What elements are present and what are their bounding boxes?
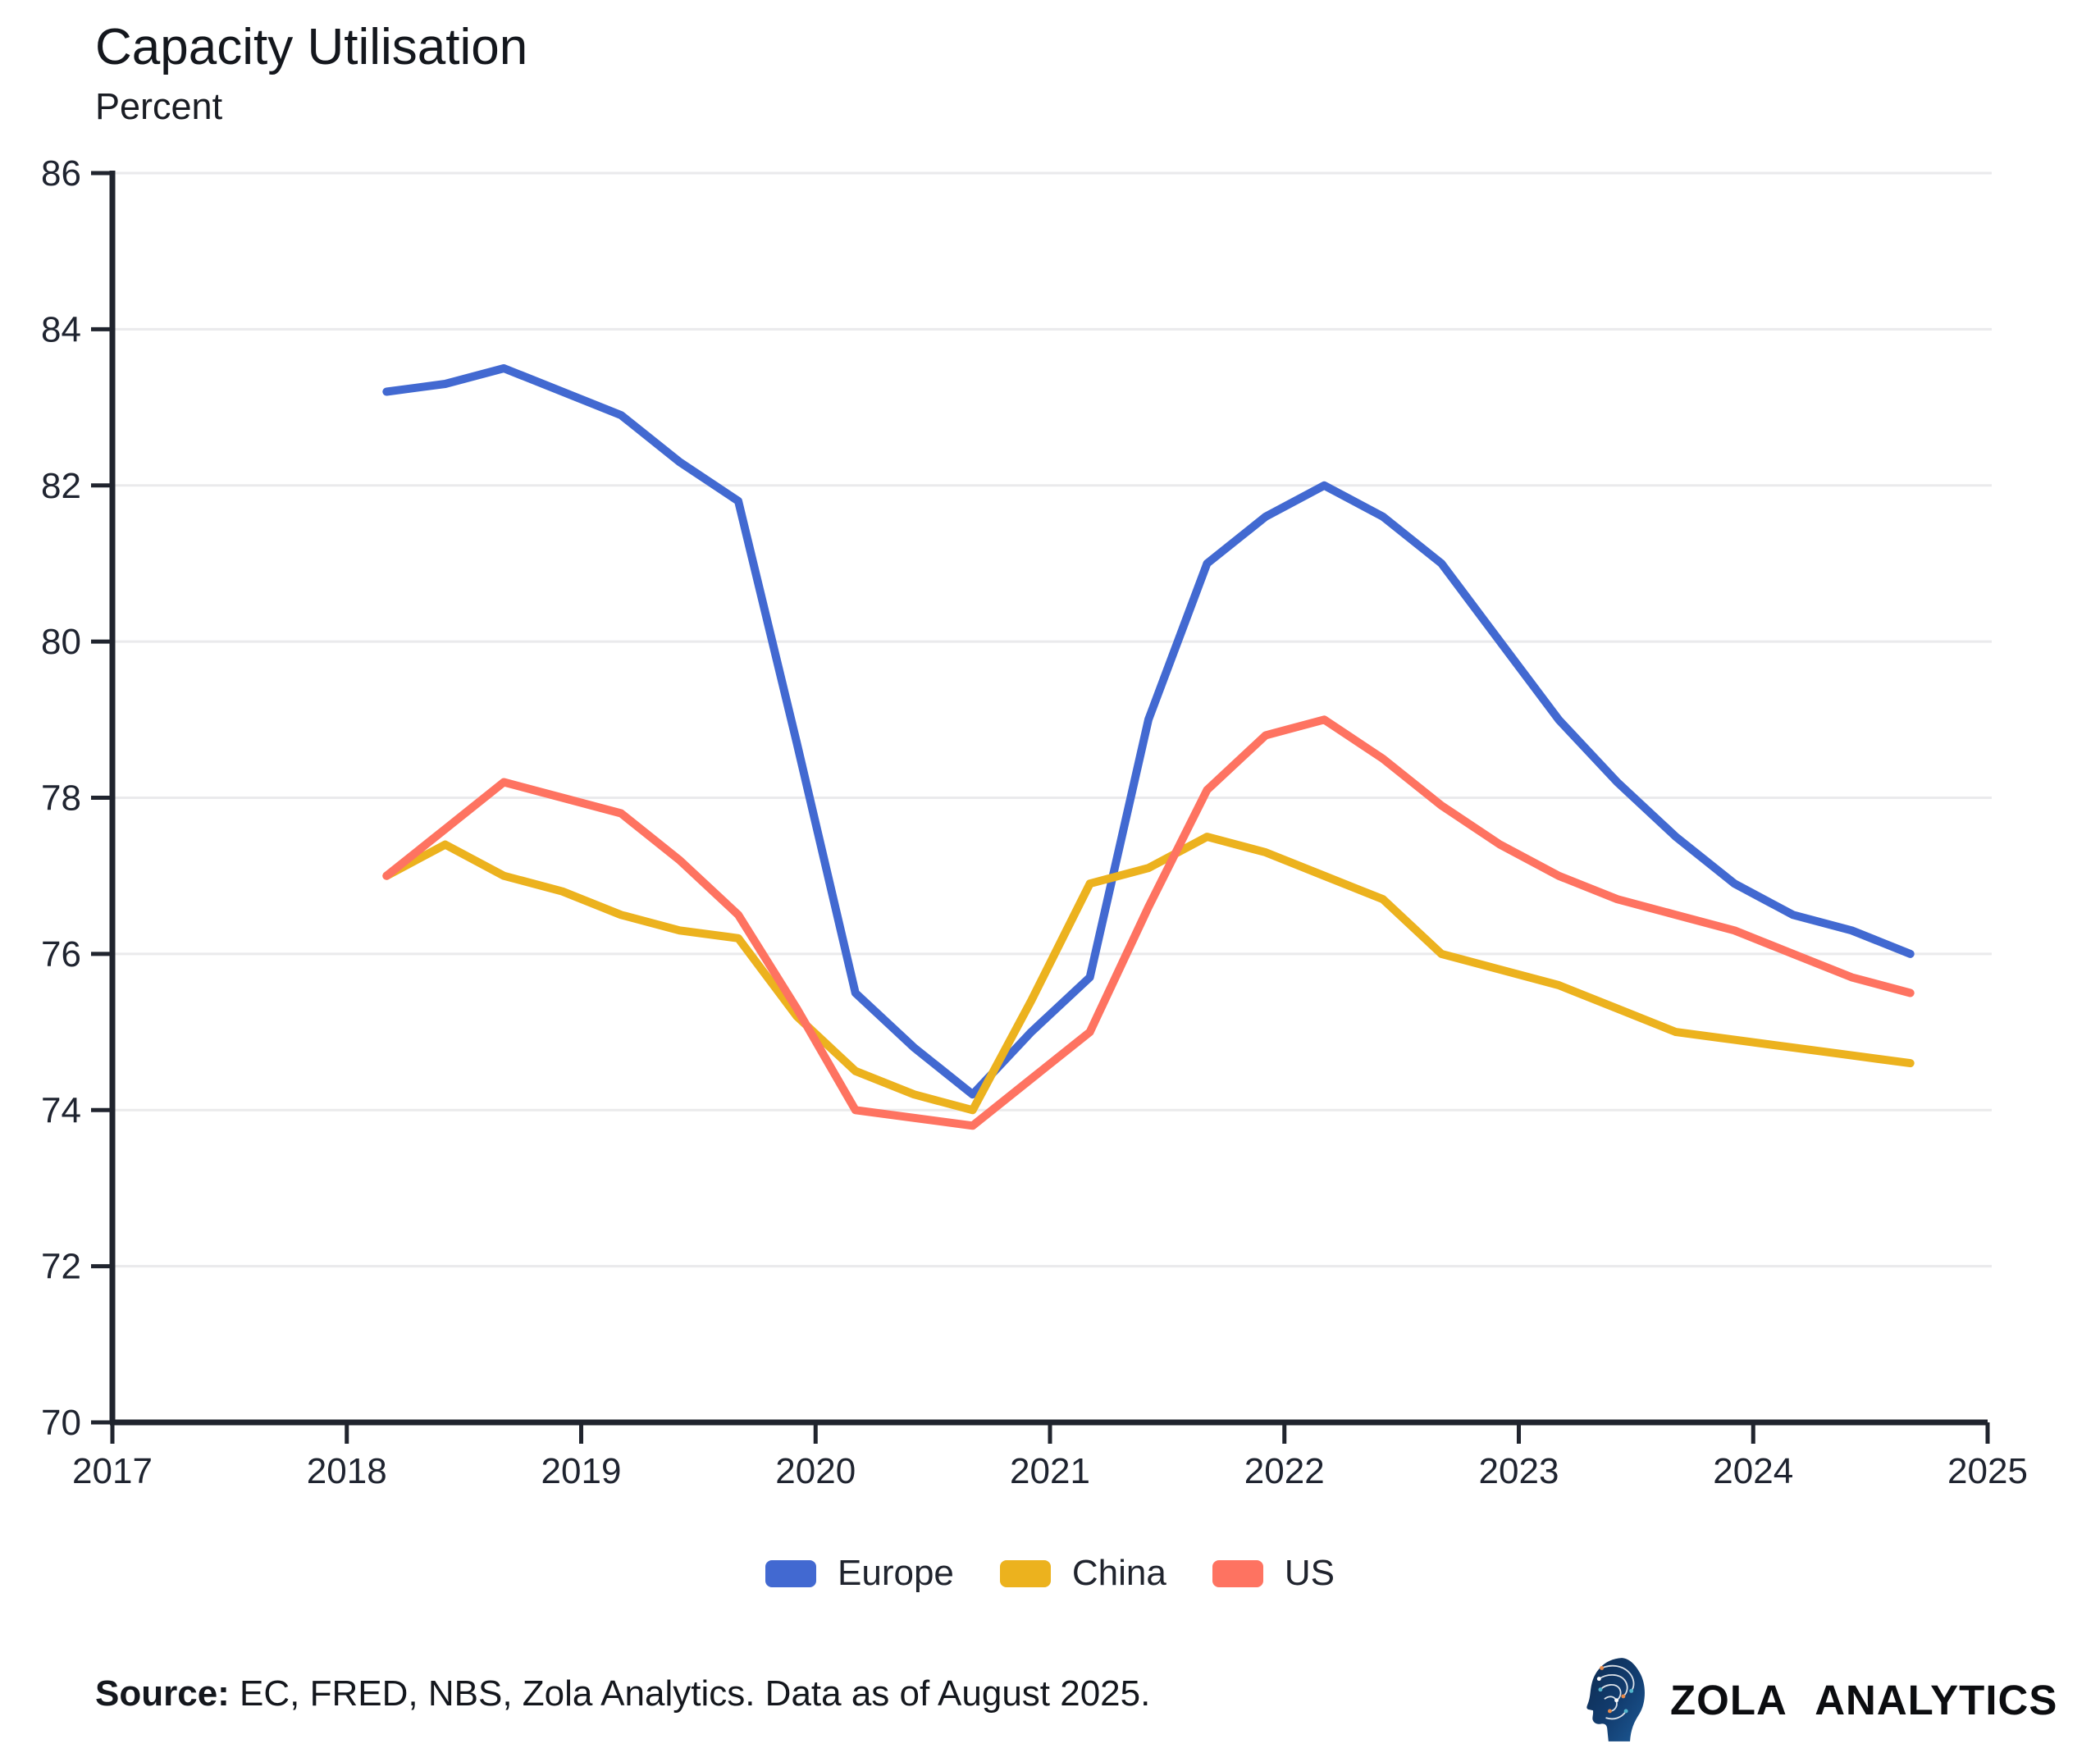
legend-label-china: China — [1071, 1553, 1166, 1593]
y-tick-label-82: 82 — [41, 466, 81, 506]
y-tick-label-76: 76 — [41, 934, 81, 975]
x-tick-label-2022: 2022 — [1244, 1451, 1325, 1491]
x-tick-labels: 2017 2018 2019 2020 2021 2022 2023 2024 2025 — [72, 1451, 2028, 1491]
y-axis-unit-label: Percent — [95, 85, 223, 127]
legend-item-china: China — [999, 1553, 1166, 1594]
y-tick-label-80: 80 — [41, 622, 81, 662]
x-tick-label-2025: 2025 — [1947, 1451, 2028, 1491]
legend-swatch-us — [1212, 1559, 1263, 1587]
x-tick-label-2021: 2021 — [1010, 1451, 1090, 1491]
x-tick-label-2018: 2018 — [307, 1451, 387, 1491]
x-tick-label-2019: 2019 — [541, 1451, 622, 1491]
y-tick-labels: 70 72 74 76 78 80 82 84 86 — [41, 153, 81, 1443]
legend-item-us: US — [1212, 1553, 1335, 1594]
y-tick-label-78: 78 — [41, 778, 81, 819]
y-gridlines — [112, 171, 1992, 1268]
x-tick-label-2020: 2020 — [775, 1451, 856, 1491]
series-line-europe — [382, 364, 1915, 1099]
legend: Europe China US — [0, 1553, 2100, 1594]
axis-lines — [109, 171, 1988, 1426]
brand-name: ZOLA ANALYTICS — [1670, 1676, 2058, 1723]
x-tick-label-2023: 2023 — [1479, 1451, 1559, 1491]
legend-label-us: US — [1284, 1553, 1335, 1593]
y-tick-label-72: 72 — [41, 1247, 81, 1287]
series-lines — [382, 364, 1915, 1130]
series-line-us — [382, 715, 1915, 1130]
x-tick-label-2024: 2024 — [1713, 1451, 1793, 1491]
y-tick-label-84: 84 — [41, 309, 81, 349]
zola-head-icon — [1586, 1658, 1645, 1741]
series-line-china — [382, 833, 1915, 1115]
legend-label-europe: Europe — [838, 1553, 954, 1593]
x-tick-label-2017: 2017 — [72, 1451, 153, 1491]
brand-logo: ZOLA ANALYTICS — [1582, 1655, 2057, 1744]
y-tick-label-86: 86 — [41, 153, 81, 194]
legend-item-europe: Europe — [765, 1553, 954, 1594]
page-title: Capacity Utilisation — [95, 19, 528, 75]
source-label: Source: — [95, 1673, 230, 1714]
y-tick-label-70: 70 — [41, 1403, 81, 1443]
legend-swatch-china — [999, 1559, 1051, 1587]
circuit-dots — [1596, 1666, 1634, 1714]
source-text: EC, FRED, NBS, Zola Analytics. Data as o… — [229, 1673, 1151, 1714]
source-note: Source: EC, FRED, NBS, Zola Analytics. D… — [95, 1673, 1150, 1714]
y-tick-label-74: 74 — [41, 1090, 81, 1130]
axis-ticks — [91, 171, 1990, 1444]
legend-swatch-europe — [765, 1559, 816, 1587]
